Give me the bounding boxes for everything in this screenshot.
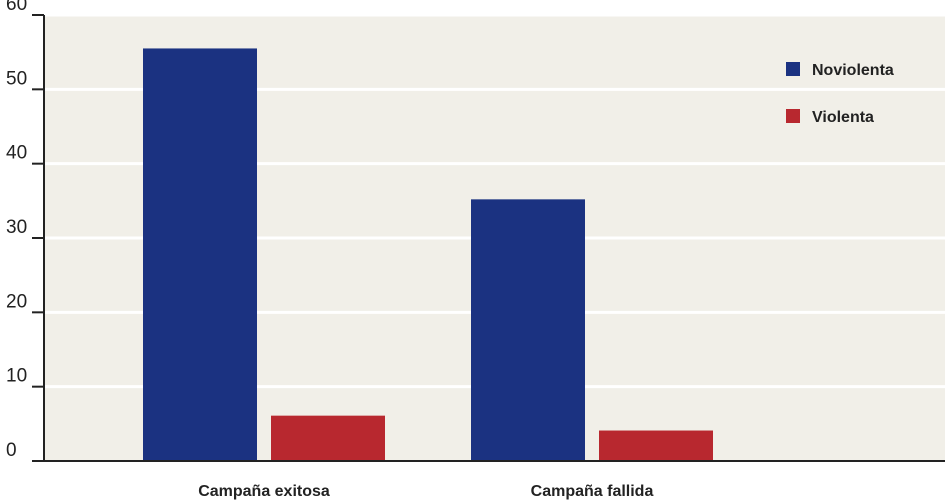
y-tick-label: 20	[6, 291, 27, 312]
bars	[143, 48, 713, 461]
legend-label-noviolenta: Noviolenta	[812, 62, 894, 79]
y-tick-label: 50	[6, 68, 27, 89]
bar-noviolenta-2	[471, 199, 585, 461]
bar-noviolenta-1	[143, 48, 257, 461]
y-tick-label: 40	[6, 143, 27, 164]
axes: 0 10 20 30 40 50 60 Campaña exitosa Campaña fall…	[6, 0, 945, 500]
x-category-label: Campaña fallida	[531, 483, 654, 500]
legend: Noviolenta Violenta	[786, 62, 894, 126]
x-category-label: Campaña exitosa	[198, 483, 330, 500]
legend-swatch-noviolenta	[786, 62, 800, 76]
bar-violenta-1	[271, 415, 385, 461]
legend-swatch-violenta	[786, 109, 800, 123]
y-tick-label: 0	[6, 440, 17, 461]
y-tick-label: 30	[6, 217, 27, 238]
bar-violenta-2	[599, 430, 713, 461]
y-tick-label: 60	[6, 0, 27, 15]
y-tick-label: 10	[6, 366, 27, 387]
legend-label-violenta: Violenta	[812, 109, 874, 126]
